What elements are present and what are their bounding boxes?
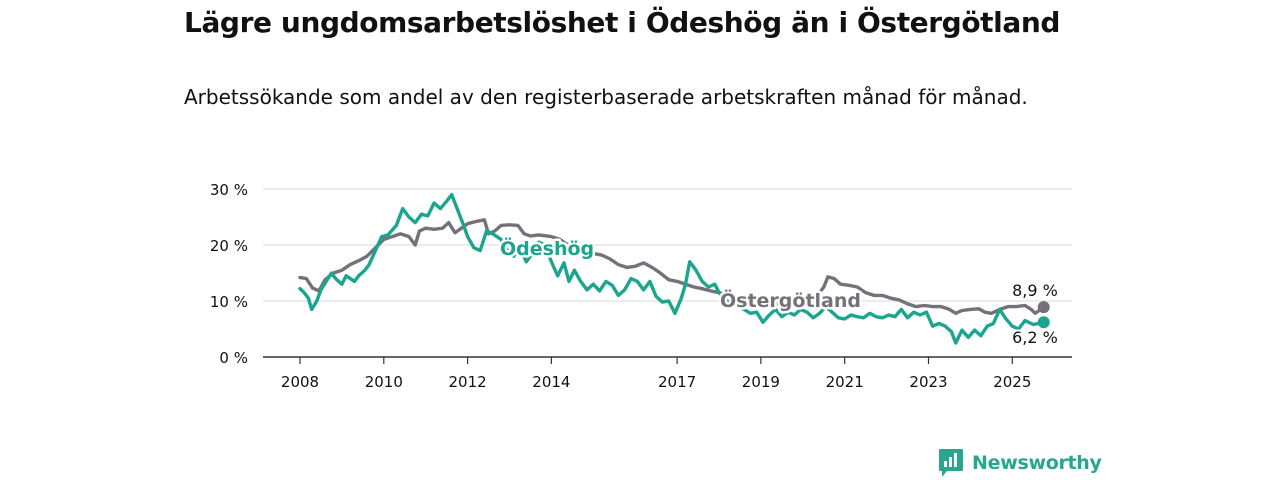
series-line-ostergotland [298, 218, 1046, 315]
y-tick-label: 30 % [210, 181, 248, 199]
chart-title: Lägre ungdomsarbetslöshet i Ödeshög än i… [184, 6, 1061, 39]
gridlines [263, 188, 1072, 302]
y-tick-label: 0 % [219, 349, 248, 367]
x-tick-label: 2012 [449, 373, 487, 391]
y-tick-label: 20 % [210, 237, 248, 255]
series-lines [298, 192, 1050, 345]
series-labels: Ödeshög Östergötland 8,9 % 6,2 % [498, 234, 1060, 350]
x-tick-label: 2017 [658, 373, 696, 391]
x-tick-label: 2010 [365, 373, 403, 391]
x-tick-label: 2019 [742, 373, 780, 391]
x-tick-label: 2021 [826, 373, 864, 391]
y-tick-label: 10 % [210, 293, 248, 311]
series-endpoint-odeshog [1037, 316, 1050, 329]
series-label-ostergotland: Östergötland [720, 288, 861, 312]
newsworthy-logo-icon [939, 449, 963, 477]
series-line-odeshog [298, 192, 1046, 345]
x-tick-label: 2025 [993, 373, 1031, 391]
series-label-odeshog: Ödeshög [500, 236, 594, 260]
end-value-label-odeshog: 6,2 % [1012, 328, 1058, 347]
x-tick-label: 2014 [532, 373, 570, 391]
chart-subtitle: Arbetssökande som andel av den registerb… [184, 85, 1028, 109]
line-chart: 0 % 10 % 20 % 30 % 2008 2010 2012 2014 2017 2019 2… [210, 181, 1072, 391]
brand-name: Newsworthy [972, 452, 1102, 474]
x-tick-label: 2023 [909, 373, 947, 391]
x-tick-label: 2008 [281, 373, 319, 391]
newsworthy-brand: Newsworthy [938, 448, 1102, 478]
axes: 0 % 10 % 20 % 30 % 2008 2010 2012 2014 2017 2019 2… [210, 181, 1072, 391]
end-value-label-ostergotland: 8,9 % [1012, 281, 1058, 300]
series-endpoint-ostergotland [1037, 301, 1050, 314]
